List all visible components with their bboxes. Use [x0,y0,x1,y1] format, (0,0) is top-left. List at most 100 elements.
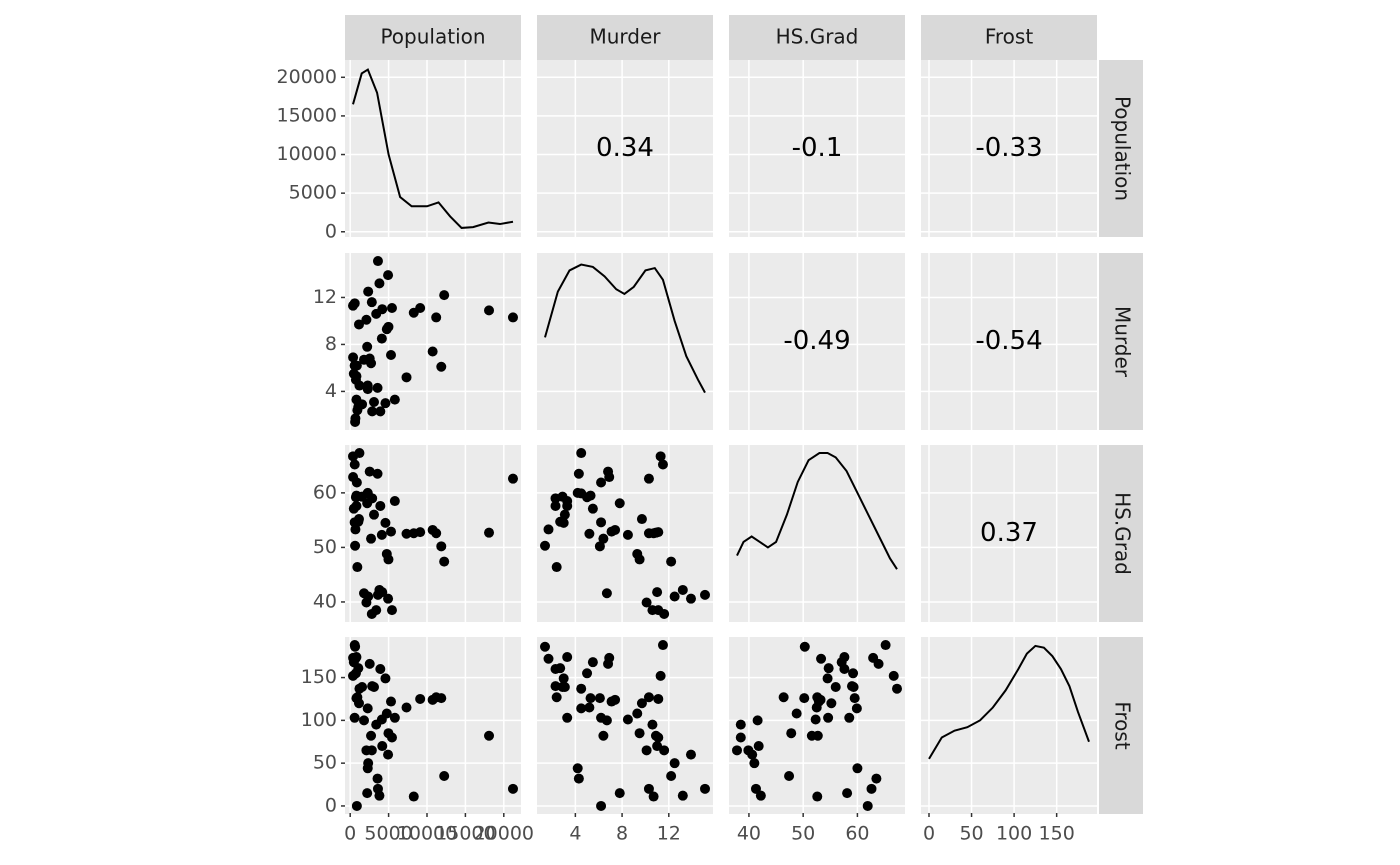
x-tick-label: 5000 [364,823,412,845]
point [367,681,378,692]
x-tick-label: 15000 [435,823,495,845]
point [386,350,397,361]
point [540,540,550,551]
point [507,312,518,323]
row-strip [1099,445,1143,622]
point [815,694,826,705]
point [641,597,652,608]
point [806,730,817,741]
point [799,641,810,652]
panel [921,253,1097,430]
point [786,728,797,739]
point [366,745,377,756]
point [352,562,363,573]
point [598,730,609,741]
point [349,298,360,309]
point [484,730,495,741]
point [650,527,661,538]
point [427,346,438,357]
point [880,640,891,651]
point [753,741,764,752]
point [364,658,375,669]
point [604,652,615,663]
point [632,708,643,719]
point [354,683,365,694]
point [550,500,561,511]
point [584,702,595,713]
point [826,698,837,709]
panel [537,637,713,814]
point [366,608,377,619]
point [377,741,388,752]
point [778,692,789,703]
point [562,652,573,663]
density-line [736,452,898,570]
point [573,468,584,479]
point [364,466,375,477]
point [816,653,827,664]
point [377,304,388,315]
x-tick-label: 150 [1039,823,1075,845]
point [377,587,388,598]
x-tick-label: 60 [845,823,869,845]
point [657,459,668,470]
point [351,394,362,405]
point [386,696,397,707]
y-tick-label: 8 [325,333,337,355]
point [348,472,359,483]
point [655,670,666,681]
point [383,593,394,604]
point [540,641,550,652]
row-strip [1099,637,1143,814]
panel [921,60,1097,237]
point [652,587,663,598]
point [587,503,598,514]
density-line [928,644,1090,760]
point [643,783,654,794]
point [484,527,495,538]
point [386,303,397,314]
point [408,791,419,802]
correlation-label: -0.1 [792,133,843,163]
point [598,533,609,544]
point [354,380,365,391]
point [669,758,680,769]
point [653,732,664,743]
point [604,472,615,483]
point [350,413,361,424]
correlation-label: -0.49 [783,326,850,356]
point [369,396,380,407]
y-tick-label: 4 [325,380,337,402]
column-strip [921,15,1097,60]
y-tick-label: 60 [313,481,337,503]
point [380,673,391,684]
y-tick-label: 40 [313,590,337,612]
point [348,503,359,514]
point [576,683,587,694]
point [791,708,802,719]
point [383,749,394,760]
correlation-label: 0.34 [596,133,654,163]
point [366,297,377,308]
point [374,278,385,289]
point [677,584,688,595]
column-strip [537,15,713,60]
point [369,509,380,520]
point [677,790,688,801]
y-tick-label: 150 [301,666,337,688]
row-strip [1099,60,1143,237]
point [585,693,596,704]
y-tick-label: 15000 [277,104,337,126]
y-tick-label: 100 [301,709,337,731]
point [849,693,860,704]
point [614,498,625,509]
point [636,514,647,525]
point [747,749,758,760]
point [558,517,569,528]
point [350,668,361,679]
point [752,715,763,726]
point [362,763,373,774]
point [359,715,370,726]
point [362,384,373,395]
